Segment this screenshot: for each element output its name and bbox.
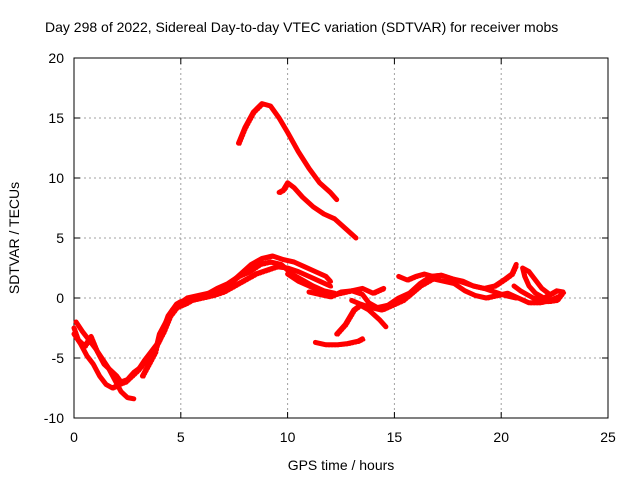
x-axis-label: GPS time / hours <box>288 457 395 473</box>
series-track-8 <box>306 261 519 311</box>
y-tick-label: 10 <box>48 170 64 186</box>
series-jitter-track-10 <box>315 338 366 348</box>
series-jitter-track-9 <box>351 278 564 313</box>
series-jitter-track-2 <box>74 261 338 391</box>
series-jitter-track-6 <box>279 182 359 241</box>
series-jitter-track-4 <box>142 255 334 379</box>
y-tick-label: 0 <box>56 290 64 306</box>
series-jitter-track-13 <box>514 267 567 305</box>
series-jitter-track-5 <box>238 103 340 203</box>
x-tick-label: 15 <box>387 429 403 445</box>
ticks-layer: 0 5 10 15 20 25 -10 -5 0 5 10 15 20 <box>44 50 616 445</box>
series-jitter-track-12 <box>398 273 520 301</box>
x-tick-label: 25 <box>600 429 616 445</box>
x-tick-label: 0 <box>70 429 78 445</box>
y-tick-label: -5 <box>52 350 65 366</box>
y-tick-label: 20 <box>48 50 64 66</box>
y-tick-label: -10 <box>44 410 64 426</box>
series-jitter-track-1 <box>74 266 334 385</box>
series-jitter-track-11 <box>336 304 389 337</box>
series-track-1 <box>71 264 333 385</box>
series-layer <box>71 101 567 402</box>
x-tick-label: 20 <box>493 429 509 445</box>
grid-layer <box>74 58 608 418</box>
x-tick-label: 10 <box>280 429 296 445</box>
series-jitter-track-3 <box>76 321 137 402</box>
chart-title: Day 298 of 2022, Sidereal Day-to-day VTE… <box>45 19 558 35</box>
y-axis-label: SDTVAR / TECUs <box>6 182 22 294</box>
y-tick-label: 5 <box>56 230 64 246</box>
y-tick-label: 15 <box>48 110 64 126</box>
x-tick-label: 5 <box>177 429 185 445</box>
